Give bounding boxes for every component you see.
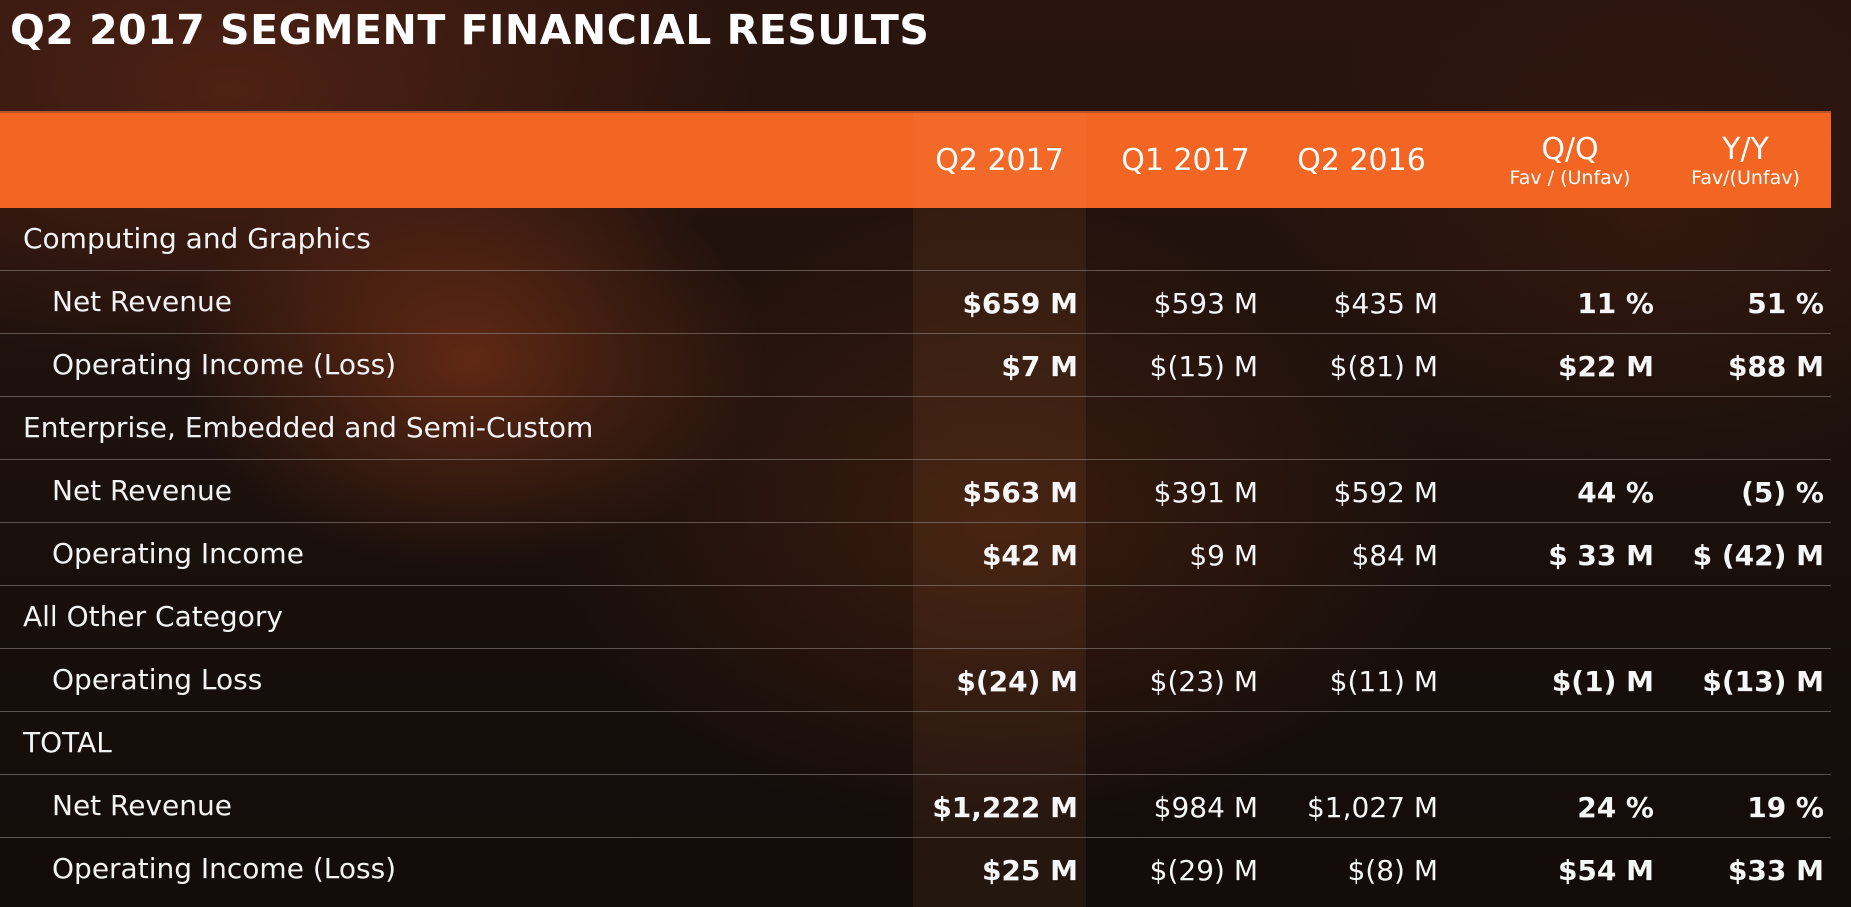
- row-label: Net Revenue: [52, 285, 232, 318]
- column-header-q2-2017: Q2 2017: [913, 113, 1086, 210]
- page-title: Q2 2017 SEGMENT FINANCIAL RESULTS: [10, 6, 930, 54]
- section-row-enterprise-embedded-semi-custom: Enterprise, Embedded and Semi-Custom: [0, 397, 1831, 460]
- value-y-over-y: $(13) M: [1702, 665, 1824, 698]
- value-q1-2017: $(15) M: [1149, 350, 1258, 383]
- column-header-sublabel: Fav / (Unfav): [1509, 166, 1631, 189]
- value-q-over-q: $(1) M: [1551, 665, 1654, 698]
- value-q-over-q: 44 %: [1577, 476, 1654, 509]
- value-q1-2017: $(29) M: [1149, 854, 1258, 887]
- value-q2-2016: $(11) M: [1329, 665, 1438, 698]
- value-y-over-y: $ (42) M: [1692, 539, 1824, 572]
- column-header-sublabel: Fav/(Unfav): [1691, 166, 1800, 189]
- value-q2-2017: $7 M: [1001, 350, 1078, 383]
- section-title: All Other Category: [23, 600, 283, 633]
- column-header-q2-2016: Q2 2016: [1275, 113, 1448, 210]
- value-q-over-q: 11 %: [1577, 287, 1654, 320]
- row-label: Net Revenue: [52, 789, 232, 822]
- value-q2-2016: $84 M: [1351, 539, 1438, 572]
- value-q2-2016: $1,027 M: [1306, 791, 1438, 824]
- row-label: Operating Income: [52, 537, 304, 570]
- value-q2-2017: $42 M: [981, 539, 1078, 572]
- value-q-over-q: $54 M: [1557, 854, 1654, 887]
- column-header-q1-2017: Q1 2017: [1099, 113, 1272, 210]
- column-header-y-over-y: Y/Y Fav/(Unfav): [1660, 113, 1831, 210]
- section-title: TOTAL: [23, 726, 112, 759]
- value-q2-2017: $25 M: [981, 854, 1078, 887]
- value-q2-2016: $(8) M: [1347, 854, 1438, 887]
- value-y-over-y: 51 %: [1747, 287, 1824, 320]
- column-header-label: Y/Y: [1722, 132, 1769, 168]
- row-label: Operating Loss: [52, 663, 263, 696]
- value-q-over-q: $ 33 M: [1548, 539, 1654, 572]
- value-y-over-y: 19 %: [1747, 791, 1824, 824]
- value-q2-2017: $1,222 M: [932, 791, 1078, 824]
- value-y-over-y: $88 M: [1727, 350, 1824, 383]
- table-row: Net Revenue $563 M $391 M $592 M 44 % (5…: [0, 460, 1831, 523]
- results-table-body: Computing and Graphics Net Revenue $659 …: [0, 208, 1831, 901]
- value-q-over-q: 24 %: [1577, 791, 1654, 824]
- value-q1-2017: $593 M: [1153, 287, 1258, 320]
- section-row-all-other-category: All Other Category: [0, 586, 1831, 649]
- section-row-total: TOTAL: [0, 712, 1831, 775]
- table-row: Net Revenue $1,222 M $984 M $1,027 M 24 …: [0, 775, 1831, 838]
- table-row: Operating Income $42 M $9 M $84 M $ 33 M…: [0, 523, 1831, 586]
- value-y-over-y: $33 M: [1727, 854, 1824, 887]
- value-q2-2017: $563 M: [962, 476, 1078, 509]
- table-row: Operating Income (Loss) $25 M $(29) M $(…: [0, 838, 1831, 901]
- table-row: Net Revenue $659 M $593 M $435 M 11 % 51…: [0, 271, 1831, 334]
- value-q1-2017: $(23) M: [1149, 665, 1258, 698]
- value-q2-2017: $(24) M: [956, 665, 1078, 698]
- table-header: Q2 2017 Q1 2017 Q2 2016 Q/Q Fav / (Unfav…: [0, 111, 1831, 208]
- table-row: Operating Income (Loss) $7 M $(15) M $(8…: [0, 334, 1831, 397]
- section-row-computing-and-graphics: Computing and Graphics: [0, 208, 1831, 271]
- column-header-label: Q2 2017: [935, 143, 1064, 179]
- column-header-label: Q1 2017: [1121, 143, 1250, 179]
- row-label: Net Revenue: [52, 474, 232, 507]
- value-q2-2017: $659 M: [962, 287, 1078, 320]
- current-quarter-column-highlight: [913, 208, 1086, 907]
- value-q-over-q: $22 M: [1557, 350, 1654, 383]
- row-label: Operating Income (Loss): [52, 852, 397, 885]
- value-q2-2016: $435 M: [1333, 287, 1438, 320]
- section-title: Computing and Graphics: [23, 222, 371, 255]
- column-header-label: Q/Q: [1541, 132, 1599, 168]
- section-title: Enterprise, Embedded and Semi-Custom: [23, 411, 594, 444]
- value-q1-2017: $984 M: [1153, 791, 1258, 824]
- table-row: Operating Loss $(24) M $(23) M $(11) M $…: [0, 649, 1831, 712]
- value-q2-2016: $592 M: [1333, 476, 1438, 509]
- value-q1-2017: $9 M: [1189, 539, 1258, 572]
- value-q1-2017: $391 M: [1153, 476, 1258, 509]
- column-header-label: Q2 2016: [1297, 143, 1426, 179]
- value-q2-2016: $(81) M: [1329, 350, 1438, 383]
- column-header-q-over-q: Q/Q Fav / (Unfav): [1480, 113, 1660, 210]
- row-label: Operating Income (Loss): [52, 348, 397, 381]
- value-y-over-y: (5) %: [1741, 476, 1824, 509]
